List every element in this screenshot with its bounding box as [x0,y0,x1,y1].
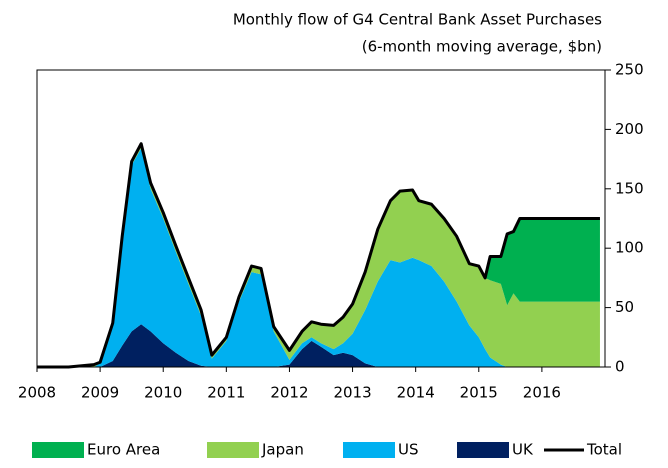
area [37,324,600,367]
x-tick-label: 2008 [18,384,56,402]
x-tick-label: 2009 [81,384,119,402]
x-tick-label: 2010 [144,384,182,402]
x-tick-label: 2016 [523,384,561,402]
x-tick-label: 2014 [397,384,435,402]
legend-swatch [343,442,395,458]
y-tick-label: 150 [615,179,644,197]
legend-swatch [32,442,84,458]
area [37,148,600,367]
x-tick-label: 2011 [207,384,245,402]
legend-swatch [457,442,509,458]
line [37,142,600,369]
y-tick-label: 50 [615,298,634,316]
y-tick-label: 100 [615,239,644,257]
legend-label: US [398,441,419,459]
area [37,143,600,367]
x-tick-label: 2015 [460,384,498,402]
y-tick-label: 0 [615,358,625,376]
legend-label: Euro Area [87,441,160,459]
legend-label: Japan [261,441,304,459]
chart-title: Monthly flow of G4 Central Bank Asset Pu… [233,11,602,29]
legend-label: Total [586,441,622,459]
x-tick-label: 2012 [270,384,308,402]
legend-swatch [207,442,259,458]
x-tick-label: 2013 [333,384,371,402]
y-tick-label: 250 [615,61,644,79]
y-tick-label: 200 [615,120,644,138]
chart-subtitle: (6-month moving average, $bn) [362,38,602,56]
legend-label: UK [512,441,534,459]
